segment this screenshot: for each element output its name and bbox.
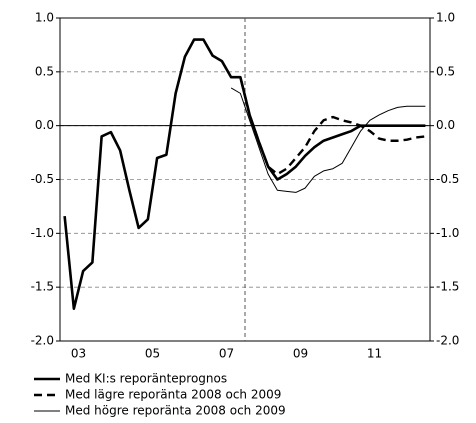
y-tick-label: 0.0 bbox=[35, 118, 54, 132]
series-line bbox=[230, 87, 426, 193]
y2-tick-label: -0.5 bbox=[436, 172, 459, 186]
y-tick-label: 0.5 bbox=[35, 64, 54, 78]
legend-label: Med högre reporänta 2008 och 2009 bbox=[65, 404, 286, 418]
y-tick-label: -1.5 bbox=[31, 280, 54, 294]
y-tick-label: -2.0 bbox=[31, 334, 54, 348]
y-tick-label: -0.5 bbox=[31, 172, 54, 186]
y2-tick-label: 1.0 bbox=[436, 11, 455, 25]
y-tick-label: 1.0 bbox=[35, 11, 54, 25]
series-line bbox=[231, 76, 426, 176]
x-tick-label: 03 bbox=[71, 347, 86, 361]
y2-tick-label: -1.0 bbox=[436, 226, 459, 240]
x-tick-label: 11 bbox=[367, 347, 382, 361]
x-tick-label: 07 bbox=[219, 347, 234, 361]
y2-tick-label: -1.5 bbox=[436, 280, 459, 294]
legend-label: Med lägre reporänta 2008 och 2009 bbox=[65, 388, 281, 402]
y2-tick-label: -2.0 bbox=[436, 334, 459, 348]
legend-label: Med KI:s reporänteprognos bbox=[65, 372, 227, 386]
x-tick-label: 05 bbox=[145, 347, 160, 361]
y2-tick-label: 0.0 bbox=[436, 118, 455, 132]
x-tick-label: 09 bbox=[293, 347, 308, 361]
y-tick-label: -1.0 bbox=[31, 226, 54, 240]
y2-tick-label: 0.5 bbox=[436, 64, 455, 78]
